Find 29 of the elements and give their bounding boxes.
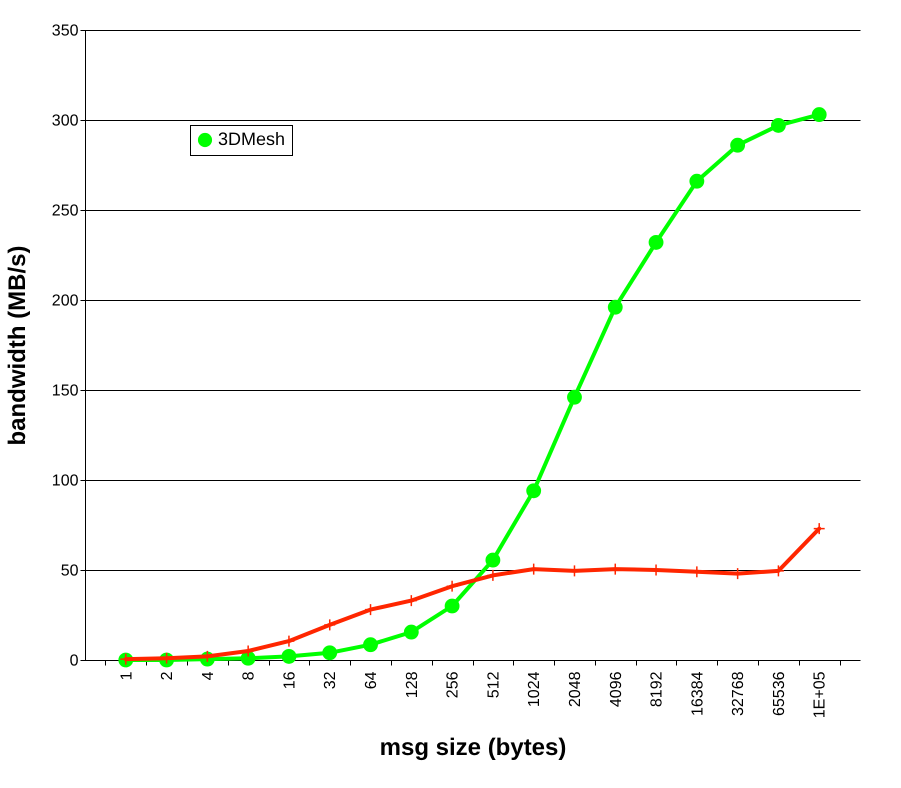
x-tick-label: 128 bbox=[404, 671, 421, 698]
x-axis-title: msg size (bytes) bbox=[380, 734, 566, 762]
y-tick-label: 150 bbox=[52, 382, 79, 400]
x-tick-label: 65536 bbox=[770, 671, 788, 716]
x-tick-label: 8 bbox=[240, 671, 258, 680]
y-tick-label: 50 bbox=[60, 562, 79, 580]
y-tick-label: 350 bbox=[52, 22, 79, 40]
y-tick-label: 300 bbox=[52, 112, 79, 130]
y-tick-label: 200 bbox=[52, 292, 79, 310]
x-tick-label: 16384 bbox=[689, 671, 706, 716]
x-tick-label: 4096 bbox=[608, 671, 625, 708]
x-tick-label: 32 bbox=[322, 671, 340, 690]
y-tick-label: 250 bbox=[52, 202, 79, 220]
x-tick-label: 4 bbox=[200, 671, 217, 680]
x-tick-label: 32768 bbox=[730, 671, 748, 716]
y-tick-label: 0 bbox=[70, 652, 79, 670]
x-tick-label: 16 bbox=[281, 671, 298, 690]
x-tick-label: 512 bbox=[485, 671, 502, 698]
x-tick-label: 1024 bbox=[526, 671, 544, 708]
x-tick-label: 64 bbox=[363, 671, 380, 690]
y-tick-label: 100 bbox=[52, 472, 79, 490]
x-tick-label: 256 bbox=[444, 671, 462, 698]
x-tick-label: 1E+05 bbox=[812, 671, 829, 718]
y-axis-title: bandwidth (MB/s) bbox=[4, 246, 31, 446]
x-tick-label: 2048 bbox=[566, 671, 584, 708]
x-tick-label: 1 bbox=[118, 671, 136, 680]
x-tick-label: 8192 bbox=[648, 671, 666, 708]
legend-label: 3DMesh bbox=[218, 129, 286, 149]
x-tick-label: 2 bbox=[159, 671, 176, 680]
